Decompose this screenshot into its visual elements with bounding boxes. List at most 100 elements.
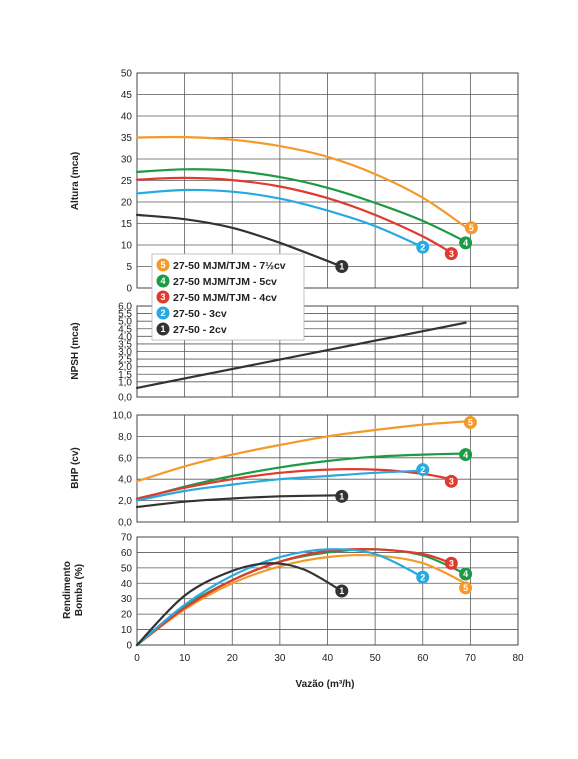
altura-y-tick-label: 20 — [121, 198, 133, 209]
legend-label-2: 27-50 - 3cv — [173, 308, 227, 320]
legend-badge-2: 2 — [156, 306, 170, 320]
bhp-series-badge-5: 5 — [463, 415, 477, 429]
altura-series-badge-2-circle — [416, 240, 430, 254]
legend-badge-4-circle — [156, 274, 170, 288]
rendimento-panel: 0 10 20 30 40 50 60 70 5 43 2 1 RendimentoBomba (%… — [62, 533, 519, 652]
bhp-series-badge-3-number: 3 — [449, 477, 454, 487]
legend-badge-1-circle — [156, 322, 170, 336]
npsh-panel: 0,0 1,01,52,02,53,03,54,04,55,05,56,0 NPS… — [70, 302, 519, 404]
altura-y-tick-label: 50 — [121, 69, 133, 80]
altura-series-line-3 — [135, 176, 453, 254]
legend-item-3: 3 27-50 MJM/TJM - 4cv — [156, 290, 277, 304]
altura-y-tick-label: 25 — [121, 176, 133, 187]
rendimento-series-badge-5-number: 5 — [463, 583, 468, 593]
x-tick-label: 60 — [417, 653, 429, 664]
x-axis-ticks: 0 10 20 30 40 50 60 70 80 — [134, 653, 524, 664]
rendimento-series-badge-5: 5 — [459, 581, 473, 595]
legend-badge-3: 3 — [156, 290, 170, 304]
rendimento-series-line-2 — [135, 548, 424, 647]
bhp-series-badge-2-circle — [416, 463, 430, 477]
altura-series-badge-3-number: 3 — [449, 249, 454, 259]
bhp-series-badge-2: 2 — [416, 463, 430, 477]
rendimento-series-badge-4: 4 — [459, 567, 473, 581]
altura-series-badge-3: 3 — [444, 247, 458, 261]
rendimento-series-badges: 5 43 2 1 — [335, 556, 473, 598]
bhp-series-badge-5-number: 5 — [468, 418, 473, 428]
bhp-frame — [136, 414, 519, 523]
bhp-series-badge-2-number: 2 — [420, 465, 425, 475]
bhp-series-badge-3-circle — [444, 474, 458, 488]
altura-series-badge-4-circle — [459, 236, 473, 250]
rendimento-axis-title-line2: Bomba (%) — [74, 564, 85, 616]
bhp-y-tick-label: 2,0 — [118, 496, 132, 507]
npsh-series — [135, 321, 467, 389]
rendimento-y-tick-label: 10 — [121, 625, 133, 636]
x-tick-label: 10 — [179, 653, 191, 664]
altura-y-tick-label: 40 — [121, 112, 133, 123]
bhp-y-tick-label: 6,0 — [118, 453, 132, 464]
bhp-series — [135, 420, 467, 509]
altura-series-badges: 543 2 1 — [335, 221, 478, 273]
npsh-axis-title: NPSH (mca) — [70, 322, 81, 379]
altura-series-badge-2: 2 — [416, 240, 430, 254]
rendimento-frame — [136, 536, 519, 646]
rendimento-series-badge-5-circle — [459, 581, 473, 595]
rendimento-series-badge-2: 2 — [416, 570, 430, 584]
altura-series-line-1 — [135, 213, 343, 268]
npsh-y-ticks: 0,0 1,01,52,02,53,03,54,04,55,05,56,0 — [118, 302, 132, 404]
rendimento-series-badge-1-circle — [335, 584, 349, 598]
rendimento-y-tick-label: 50 — [121, 563, 133, 574]
altura-y-tick-label: 0 — [126, 284, 132, 295]
legend-badge-3-number: 3 — [160, 292, 165, 302]
npsh-y-tick-label: 0,0 — [118, 393, 132, 404]
legend-badge-5-circle — [156, 258, 170, 272]
rendimento-series-line-4 — [135, 548, 467, 647]
npsh-y-tick-label: 5,0 — [118, 317, 132, 328]
x-tick-label: 40 — [322, 653, 334, 664]
legend-item-1: 1 27-50 - 2cv — [156, 322, 227, 336]
npsh-frame — [136, 305, 519, 398]
legend-badge-4-number: 4 — [160, 276, 165, 286]
altura-series-badge-1: 1 — [335, 260, 349, 273]
altura-series-badge-4: 4 — [459, 236, 473, 250]
rendimento-series-line-5 — [135, 553, 467, 647]
legend-items: 5 27-50 MJM/TJM - 7½cv 4 27-50 MJM/TJM - 5c… — [156, 258, 286, 336]
legend-badge-3-circle — [156, 290, 170, 304]
legend-badge-1: 1 — [156, 322, 170, 336]
npsh-y-tick-label: 1,0 — [118, 377, 132, 388]
bhp-series-line-2 — [135, 469, 424, 502]
altura-series-line-4 — [135, 168, 467, 243]
legend-badge-5: 5 — [156, 258, 170, 272]
altura-y-tick-label: 10 — [121, 241, 133, 252]
rendimento-series-line-1 — [135, 562, 343, 647]
rendimento-y-ticks: 0 10 20 30 40 50 60 70 — [121, 533, 133, 652]
npsh-series-line-1 — [135, 321, 467, 389]
altura-y-ticks: 0 5 10 15 20 25 30 35 40 45 50 — [121, 69, 133, 295]
rendimento-series — [135, 547, 467, 647]
rendimento-series-badge-4-number: 4 — [463, 569, 468, 579]
rendimento-axis-title-line1: Rendimento — [62, 561, 73, 619]
npsh-y-tick-label: 6,0 — [118, 302, 132, 313]
altura-series-badge-3-circle — [444, 247, 458, 261]
legend-label-1: 27-50 - 2cv — [173, 324, 227, 336]
rendimento-y-tick-label: 60 — [121, 548, 133, 559]
altura-axis-title: Altura (mca) — [70, 152, 81, 210]
legend: 5 27-50 MJM/TJM - 7½cv 4 27-50 MJM/TJM - 5c… — [151, 253, 305, 341]
bhp-y-tick-label: 0,0 — [118, 518, 132, 529]
bhp-y-ticks: 0,0 2,0 4,0 6,0 8,0 10,0 — [113, 411, 133, 529]
bhp-series-badge-4-number: 4 — [463, 450, 468, 460]
altura-y-tick-label: 15 — [121, 219, 133, 230]
bhp-panel: 0,0 2,0 4,0 6,0 8,0 10,0 5 4 3 2 1 BHP (cv) — [70, 411, 519, 529]
legend-label-4: 27-50 MJM/TJM - 5cv — [173, 276, 277, 288]
x-tick-label: 30 — [274, 653, 286, 664]
rendimento-series-badge-4-circle — [459, 567, 473, 581]
rendimento-y-tick-label: 30 — [121, 594, 133, 605]
bhp-series-badge-4: 4 — [459, 448, 473, 462]
legend-badge-4: 4 — [156, 274, 170, 288]
rendimento-y-tick-label: 0 — [126, 641, 132, 652]
rendimento-y-tick-label: 70 — [121, 533, 133, 544]
rendimento-y-tick-label: 20 — [121, 610, 133, 621]
altura-y-tick-label: 35 — [121, 133, 133, 144]
